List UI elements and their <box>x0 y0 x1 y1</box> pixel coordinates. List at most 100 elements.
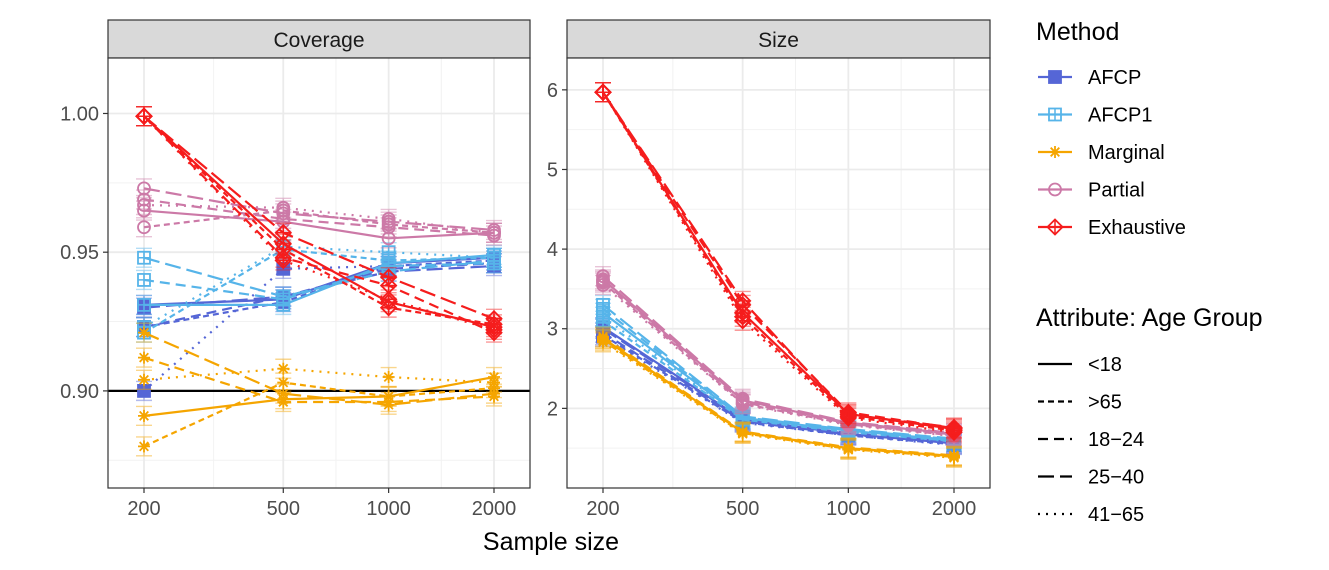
series-marginal-41-65 <box>136 358 502 393</box>
legend-label: Marginal <box>1088 142 1165 164</box>
series-marginal-41-65 <box>595 332 962 468</box>
data-point <box>379 290 398 309</box>
legend-item-group-18-24: 18−24 <box>1038 429 1144 451</box>
series-line <box>143 262 495 301</box>
data-point <box>736 427 749 440</box>
series-line <box>143 264 495 309</box>
panel-border <box>566 57 991 489</box>
data-point <box>137 273 151 287</box>
legend-key-marker <box>1046 218 1064 236</box>
data-point <box>596 269 610 284</box>
data-point <box>948 451 960 464</box>
x-tick-label: 500 <box>726 498 759 520</box>
data-point <box>277 376 290 389</box>
data-point <box>596 278 610 292</box>
data-point <box>842 443 855 456</box>
data-point <box>487 250 501 265</box>
series-exhaustive-41-65 <box>135 106 503 341</box>
legend-item-afcp: AFCP <box>1038 67 1141 89</box>
data-point <box>137 250 151 265</box>
panel-border <box>107 57 531 489</box>
x-tick-label: 2000 <box>472 498 517 520</box>
data-point <box>382 371 395 384</box>
legend-group-title: Attribute: Age Group <box>1036 304 1263 332</box>
data-point <box>137 298 151 312</box>
panel-size: Size 200 500 1000 2000 2 3 4 5 6 <box>547 19 991 520</box>
legend-item-marginal: Marginal <box>1038 142 1165 164</box>
data-point <box>137 198 151 212</box>
series-line <box>602 284 955 438</box>
panel-coverage: Coverage 200 500 1000 2000 0.90 0.95 1.00 <box>60 19 531 520</box>
y-tick-label: 3 <box>547 319 558 341</box>
legend-key-marker <box>1048 182 1062 197</box>
data-point <box>138 440 150 453</box>
y-tick-label: 4 <box>547 239 558 261</box>
legend-item-group-41-65: 41−65 <box>1038 504 1144 526</box>
data-point <box>487 225 501 240</box>
data-point <box>137 220 151 235</box>
data-point <box>276 206 291 221</box>
data-point <box>485 321 503 339</box>
x-tick-label: 500 <box>267 498 300 520</box>
legend-item-group-65: >65 <box>1038 392 1122 414</box>
y-tick-label: 1.00 <box>60 103 99 125</box>
data-point <box>379 268 398 286</box>
series-line <box>143 209 495 240</box>
series-partial-41-65 <box>136 194 502 243</box>
data-point <box>138 409 150 422</box>
legend-label: AFCP <box>1088 67 1141 89</box>
data-point <box>138 373 150 386</box>
series-line <box>602 335 955 447</box>
data-point <box>735 397 750 412</box>
data-point <box>274 224 293 242</box>
legend: Method AFCP AFCP1 Marginal Partial Exhaustive… <box>1036 18 1263 526</box>
x-tick-label: 1000 <box>366 498 411 520</box>
series-marginal-25-40 <box>136 322 502 415</box>
data-point <box>137 203 151 218</box>
data-point <box>735 391 750 406</box>
series-line <box>143 203 495 234</box>
series-line <box>143 381 495 448</box>
data-point <box>276 289 291 304</box>
data-point <box>277 396 290 408</box>
data-point <box>488 376 500 389</box>
data-point <box>138 326 150 339</box>
legend-label: 18−24 <box>1088 429 1144 451</box>
legend-label: <18 <box>1088 354 1122 376</box>
series-line <box>602 303 955 440</box>
data-point <box>138 351 150 364</box>
data-point <box>945 423 963 442</box>
series-line <box>602 331 955 444</box>
legend-label: Exhaustive <box>1088 217 1186 239</box>
legend-label: 25−40 <box>1088 467 1144 489</box>
series-line <box>143 367 495 384</box>
x-tick-label: 1000 <box>826 498 871 520</box>
panel-title-size: Size <box>758 29 799 52</box>
x-tick-label: 2000 <box>932 498 977 520</box>
x-tick-label: 200 <box>586 498 619 520</box>
data-point <box>277 362 290 375</box>
series-line <box>602 91 955 430</box>
legend-label: Partial <box>1088 180 1145 202</box>
panel-strip-size <box>566 19 991 59</box>
data-point <box>276 200 291 215</box>
series-line <box>602 338 955 458</box>
legend-label: AFCP1 <box>1088 105 1152 127</box>
legend-key-marker <box>1048 107 1062 122</box>
series-line <box>143 256 495 298</box>
series-line <box>602 91 955 429</box>
data-point <box>381 245 396 260</box>
data-point <box>735 411 750 426</box>
panel-background <box>108 58 530 488</box>
series-line <box>602 335 955 457</box>
series-line <box>602 275 955 435</box>
legend-item-afcp1: AFCP1 <box>1038 105 1152 127</box>
data-point <box>733 312 752 330</box>
series-line <box>143 209 495 234</box>
legend-label: >65 <box>1088 392 1122 414</box>
series-line <box>602 91 955 434</box>
y-tick-label: 5 <box>547 159 558 181</box>
data-point <box>137 181 151 196</box>
legend-item-group-18: <18 <box>1038 354 1122 376</box>
